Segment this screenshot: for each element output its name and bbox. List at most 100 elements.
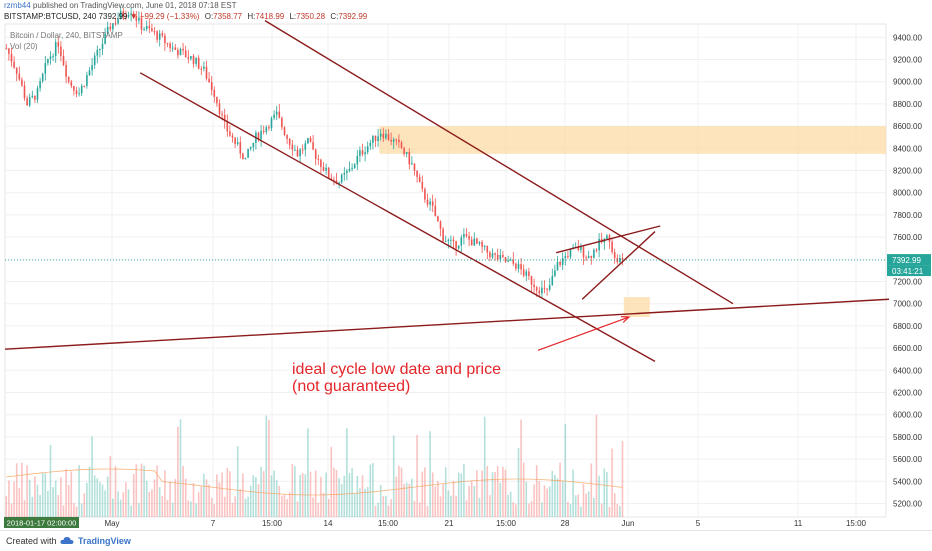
- candle-body: [125, 16, 127, 18]
- volume-bar: [613, 493, 616, 517]
- candle-body: [60, 46, 62, 57]
- volume-bar: [405, 482, 408, 517]
- candle-body: [299, 149, 301, 157]
- volume-bar: [205, 479, 208, 517]
- y-tick-label: 5800.00: [893, 433, 922, 442]
- candle-body: [411, 163, 413, 165]
- y-tick-label: 8600.00: [893, 122, 922, 131]
- volume-bar: [166, 499, 169, 517]
- volume-bar: [8, 480, 10, 517]
- volume-bar: [322, 493, 325, 517]
- volume-bar: [353, 493, 356, 517]
- volume-bar: [559, 462, 561, 517]
- volume-bar: [132, 474, 135, 517]
- x-tick-label: 21: [445, 519, 454, 528]
- candle-body: [387, 133, 390, 140]
- volume-bar: [387, 505, 390, 517]
- y-tick-label: 7600.00: [893, 233, 922, 242]
- volume-bar: [226, 467, 229, 517]
- candle-body: [80, 85, 83, 94]
- x-tick-label: 14: [324, 519, 333, 528]
- candle-body: [559, 261, 561, 265]
- candle-body: [203, 66, 205, 69]
- candle-body: [83, 85, 86, 87]
- y-tick-label: 8400.00: [893, 144, 922, 153]
- candle-body: [509, 259, 512, 261]
- candle-body: [522, 269, 525, 276]
- volume-bar: [426, 506, 429, 517]
- candle-body: [478, 242, 481, 244]
- candle-body: [413, 163, 416, 171]
- candle-body: [99, 48, 101, 50]
- author-link[interactable]: rzmb44: [4, 1, 31, 10]
- volume-bar: [210, 497, 213, 517]
- candle-body: [197, 57, 200, 69]
- candle-body: [465, 234, 468, 237]
- volume-bar: [483, 416, 486, 517]
- candle-body: [429, 201, 431, 205]
- candle-body: [270, 117, 273, 129]
- candle-body: [114, 23, 117, 25]
- candle-body: [325, 167, 327, 171]
- volume-bar: [135, 464, 138, 517]
- volume-bar: [486, 466, 489, 517]
- volume-bar: [104, 490, 106, 517]
- volume-legend[interactable]: Vol (20): [10, 42, 38, 51]
- candle-body: [320, 159, 322, 167]
- tradingview-brand[interactable]: TradingView: [78, 536, 131, 546]
- candle-body: [364, 152, 366, 155]
- volume-bar: [151, 489, 153, 517]
- volume-bar: [265, 415, 268, 517]
- candle-body: [26, 98, 28, 106]
- candle-body: [278, 111, 281, 118]
- candle-body: [348, 168, 351, 171]
- x-tick-label: Jun: [622, 519, 635, 528]
- volume-bar: [44, 473, 47, 517]
- candle-body: [452, 239, 455, 242]
- volume-bar: [70, 471, 73, 517]
- candle-body: [359, 150, 361, 156]
- candle-body: [208, 78, 210, 83]
- series-legend[interactable]: Bitcoin / Dollar, 240, BITSTAMP: [10, 31, 123, 40]
- volume-bar: [372, 463, 374, 517]
- volume-bar: [138, 503, 140, 517]
- volume-bar: [507, 494, 509, 517]
- volume-bar: [541, 502, 543, 517]
- volume-bar: [169, 481, 171, 517]
- candle-body: [96, 49, 99, 56]
- candle-body: [369, 142, 372, 147]
- candle-body: [182, 48, 184, 51]
- candle-body: [184, 50, 187, 58]
- volume-bar: [504, 469, 507, 517]
- candle-body: [416, 170, 418, 177]
- volume-bar: [260, 466, 262, 517]
- candle-body: [353, 164, 356, 168]
- candle-body: [346, 170, 348, 174]
- volume-bar: [444, 467, 447, 517]
- symbol-ticker[interactable]: BITSTAMP:BTCUSD, 240: [4, 12, 97, 21]
- candle-body: [140, 17, 143, 30]
- volume-bar: [21, 462, 23, 517]
- volume-bar: [408, 483, 411, 517]
- candles-layer: [5, 6, 624, 298]
- volume-bar: [247, 496, 249, 517]
- volume-bar: [572, 469, 574, 517]
- x-tick-label: 7: [211, 519, 216, 528]
- candle-body: [307, 137, 309, 144]
- candle-body: [265, 127, 268, 133]
- candle-body: [31, 95, 34, 98]
- candle-body: [145, 26, 148, 30]
- last-price-label: 7392.99: [892, 256, 921, 265]
- volume-bar: [31, 496, 34, 517]
- candle-body: [156, 31, 158, 40]
- volume-bar: [36, 484, 39, 517]
- volume-bar: [171, 502, 174, 517]
- volume-bar: [275, 480, 278, 517]
- volume-bar: [340, 484, 343, 517]
- candle-body: [283, 127, 286, 135]
- annotation-layer: ideal cycle low date and price(not guara…: [292, 316, 631, 395]
- candle-body: [392, 139, 395, 142]
- candle-body: [577, 246, 580, 251]
- candle-body: [377, 136, 379, 141]
